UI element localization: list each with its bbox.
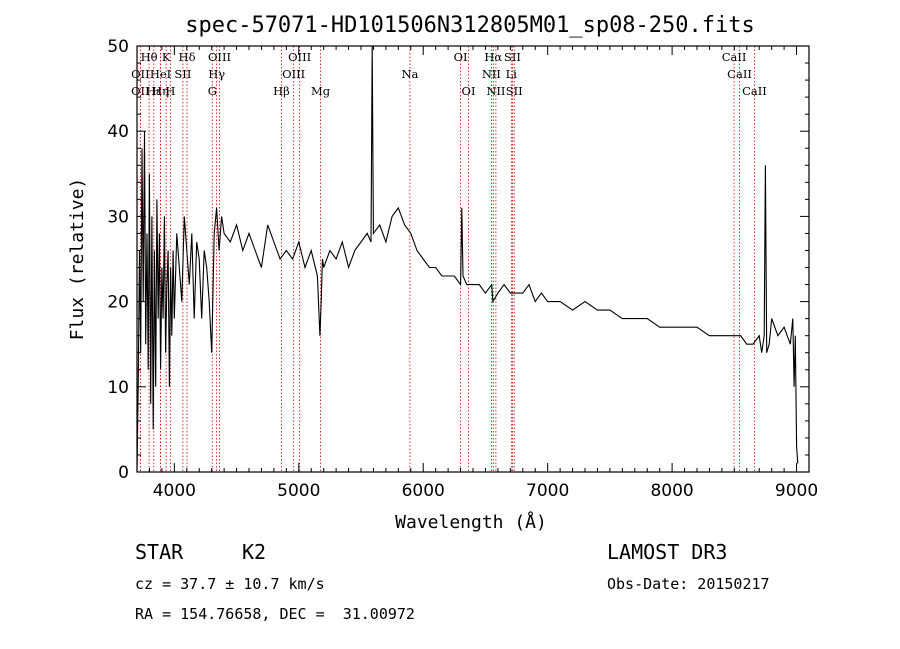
object-class: STAR	[135, 540, 184, 564]
x-tick-label: 9000	[775, 481, 818, 501]
observation-date: Obs-Date: 20150217	[607, 575, 770, 593]
y-axis-label: Flux (relative)	[67, 178, 88, 341]
x-tick-label: 5000	[277, 481, 320, 501]
spectral-line-label: HeI	[150, 67, 171, 81]
spectral-line-label: OII	[131, 84, 150, 98]
spectral-line-label: H	[165, 84, 175, 98]
y-tick-label: 0	[118, 463, 129, 483]
spectral-line-label: Hδ	[179, 50, 196, 64]
coordinates: RA = 154.76658, DEC = 31.00972	[135, 605, 415, 623]
x-tick-label: 8000	[650, 481, 693, 501]
x-tick-label: 4000	[153, 481, 196, 501]
spectral-line-label: CaII	[727, 67, 752, 81]
spectral-line-label: Li	[506, 67, 518, 81]
spectral-line-label: OI	[462, 84, 476, 98]
y-tick-label: 20	[107, 293, 129, 313]
x-axis-ticks: 4000 5000 6000 7000 8000 9000	[136, 46, 818, 501]
spectral-line-label: Hη	[152, 84, 169, 98]
spectral-line-label: NII	[482, 67, 501, 81]
spectral-line-label: Hγ	[208, 67, 225, 81]
spectral-line-label: OIII	[288, 50, 311, 64]
survey-name: LAMOST DR3	[607, 540, 727, 564]
spectral-line-label: K	[162, 50, 171, 64]
y-tick-label: 30	[107, 207, 129, 227]
x-axis-label: Wavelength (Å)	[395, 511, 547, 533]
spectral-line-label: G	[208, 84, 217, 98]
y-tick-label: 40	[107, 122, 129, 142]
spectral-line-markers	[139, 46, 755, 472]
object-subclass: K2	[242, 540, 266, 564]
y-tick-label: 50	[107, 37, 129, 57]
spectral-line-label: NII	[486, 84, 505, 98]
x-tick-label: 7000	[526, 481, 569, 501]
spectral-line-label: SII	[174, 67, 191, 81]
y-axis-ticks: 0 10 20 30 40 50	[107, 37, 809, 483]
chart-title: spec-57071-HD101506N312805M01_sp08-250.f…	[185, 13, 755, 38]
spectral-line-label: Hβ	[273, 84, 290, 98]
spectral-line-label: OI	[454, 50, 468, 64]
spectral-line-label: OIII	[282, 67, 305, 81]
spectral-line-label: SII	[506, 84, 523, 98]
spectral-line-label: CaII	[722, 50, 747, 64]
spectral-line-label: Hε	[146, 84, 162, 98]
y-tick-label: 10	[107, 378, 129, 398]
spectral-line-label: Hθ	[141, 50, 158, 64]
redshift-cz: cz = 37.7 ± 10.7 km/s	[135, 575, 325, 593]
spectral-line-label: OIII	[208, 50, 231, 64]
spectral-line-label: CaII	[742, 84, 767, 98]
spectrum-series-line	[136, 45, 799, 473]
spectral-line-label: Hα	[484, 50, 502, 64]
spectral-line-label: Mg	[311, 84, 331, 98]
spectral-line-label: OII	[131, 67, 150, 81]
x-tick-label: 6000	[402, 481, 445, 501]
plot-frame	[136, 45, 810, 473]
spectral-line-label: Na	[401, 67, 418, 81]
spectral-line-label: SII	[504, 50, 521, 64]
